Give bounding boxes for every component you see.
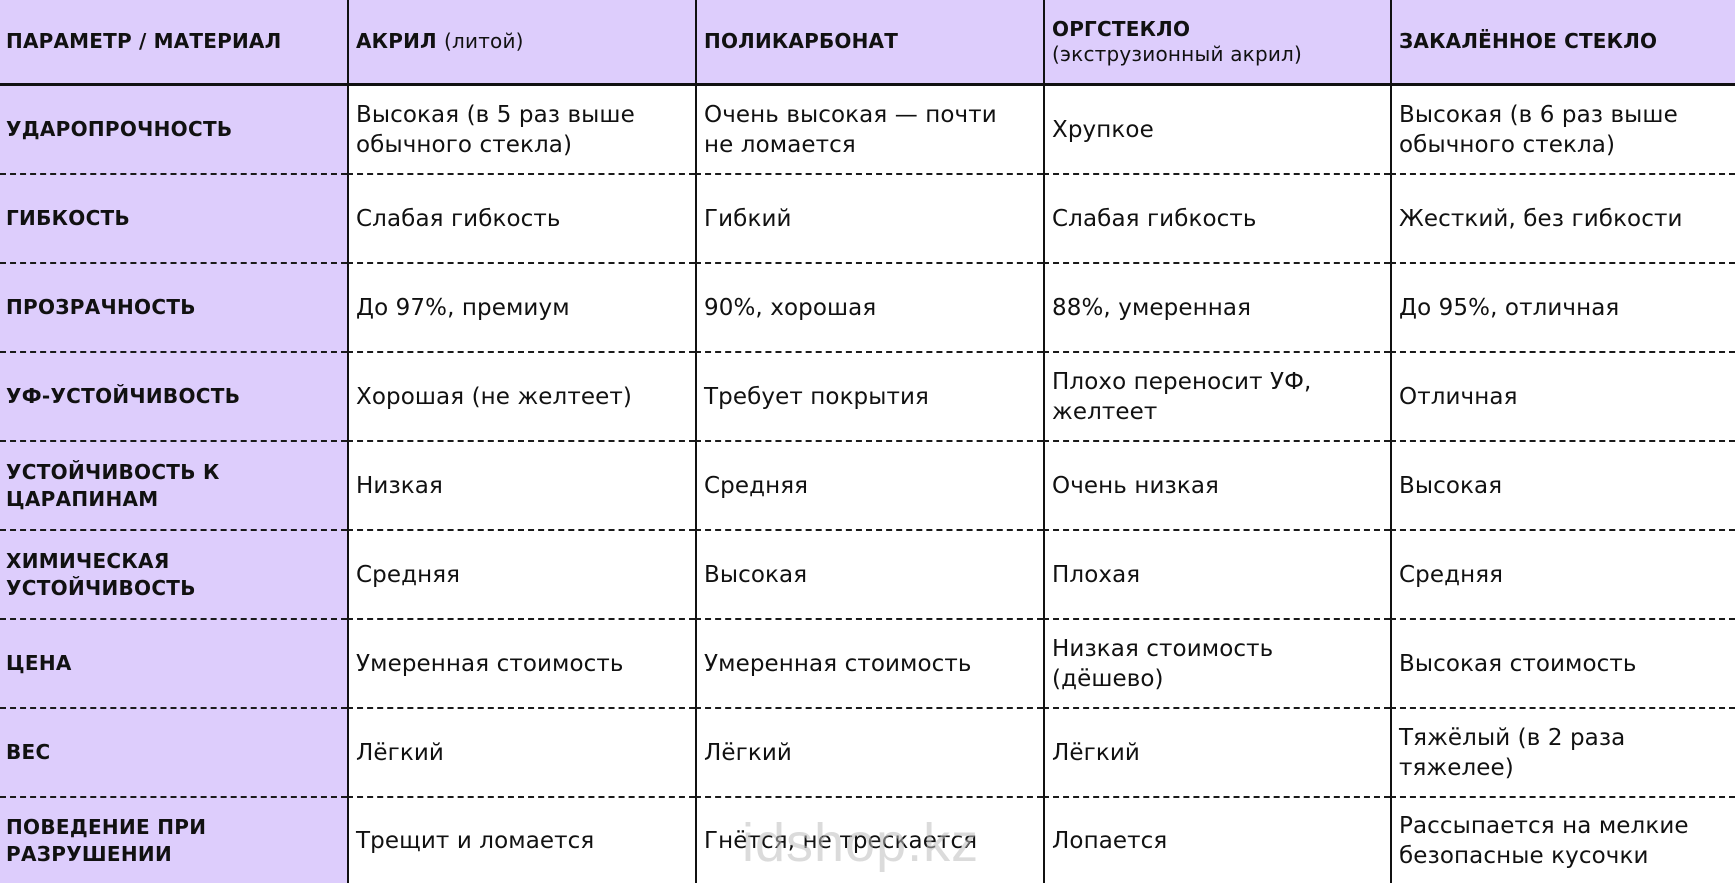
header-acrylic-text: АКРИЛ (литой) <box>356 29 685 54</box>
header-tempered-glass-title: ЗАКАЛЁННОЕ СТЕКЛО <box>1399 29 1658 53</box>
cell-plexiglass-scratch: Очень низкая <box>1043 442 1390 531</box>
cell-acrylic-flexibility: Слабая гибкость <box>347 175 695 264</box>
cell-polycarbonate-flexibility: Гибкий <box>695 175 1043 264</box>
cell-plexiglass-transparency: 88%, умеренная <box>1043 264 1390 353</box>
header-acrylic-title: АКРИЛ <box>356 29 437 53</box>
cell-polycarbonate-weight: Лёгкий <box>695 709 1043 798</box>
header-plexiglass-title: ОРГСТЕКЛО <box>1052 16 1191 41</box>
cell-glass-weight: Тяжёлый (в 2 раза тяжелее) <box>1390 709 1735 798</box>
cell-polycarbonate-scratch: Средняя <box>695 442 1043 531</box>
cell-acrylic-uv: Хорошая (не желтеет) <box>347 353 695 442</box>
row-label-impact-strength: УДАРОПРОЧНОСТЬ <box>0 86 347 175</box>
row-label-transparency: ПРОЗРАЧНОСТЬ <box>0 264 347 353</box>
cell-glass-chemical: Средняя <box>1390 531 1735 620</box>
cell-acrylic-impact: Высокая (в 5 раз выше обычного стекла) <box>347 86 695 175</box>
header-polycarbonate-title: ПОЛИКАРБОНАТ <box>704 29 899 53</box>
row-label-fracture-behavior: ПОВЕДЕНИЕ ПРИ РАЗРУШЕНИИ <box>0 798 347 883</box>
header-tempered-glass: ЗАКАЛЁННОЕ СТЕКЛО <box>1390 0 1735 86</box>
cell-glass-uv: Отличная <box>1390 353 1735 442</box>
cell-plexiglass-price: Низкая стоимость (дёшево) <box>1043 620 1390 709</box>
row-label-price: ЦЕНА <box>0 620 347 709</box>
cell-glass-fracture: Рассыпается на мелкие безопасные кусочки <box>1390 798 1735 883</box>
cell-glass-impact: Высокая (в 6 раз выше обычного стекла) <box>1390 86 1735 175</box>
row-label-uv-resistance: УФ-УСТОЙЧИВОСТЬ <box>0 353 347 442</box>
row-label-chemical-resistance: ХИМИЧЕСКАЯ УСТОЙЧИВОСТЬ <box>0 531 347 620</box>
cell-plexiglass-impact: Хрупкое <box>1043 86 1390 175</box>
cell-plexiglass-weight: Лёгкий <box>1043 709 1390 798</box>
header-polycarbonate: ПОЛИКАРБОНАТ <box>695 0 1043 86</box>
cell-acrylic-weight: Лёгкий <box>347 709 695 798</box>
cell-polycarbonate-uv: Требует покрытия <box>695 353 1043 442</box>
cell-plexiglass-chemical: Плохая <box>1043 531 1390 620</box>
cell-glass-price: Высокая стоимость <box>1390 620 1735 709</box>
header-param-label: ПАРАМЕТР / МАТЕРИАЛ <box>6 29 282 53</box>
header-acrylic-subtitle: (литой) <box>444 29 524 53</box>
cell-glass-scratch: Высокая <box>1390 442 1735 531</box>
cell-acrylic-chemical: Средняя <box>347 531 695 620</box>
header-acrylic: АКРИЛ (литой) <box>347 0 695 86</box>
cell-plexiglass-flexibility: Слабая гибкость <box>1043 175 1390 264</box>
row-label-flexibility: ГИБКОСТЬ <box>0 175 347 264</box>
cell-acrylic-transparency: До 97%, премиум <box>347 264 695 353</box>
cell-polycarbonate-transparency: 90%, хорошая <box>695 264 1043 353</box>
cell-acrylic-scratch: Низкая <box>347 442 695 531</box>
cell-polycarbonate-impact: Очень высокая — почти не ломается <box>695 86 1043 175</box>
cell-plexiglass-uv: Плохо переносит УФ, желтеет <box>1043 353 1390 442</box>
cell-glass-transparency: До 95%, отличная <box>1390 264 1735 353</box>
cell-acrylic-fracture: Трещит и ломается <box>347 798 695 883</box>
header-plexiglass: ОРГСТЕКЛО (экструзионный акрил) <box>1043 0 1390 86</box>
row-label-weight: ВЕС <box>0 709 347 798</box>
cell-polycarbonate-price: Умеренная стоимость <box>695 620 1043 709</box>
row-label-scratch-resistance: УСТОЙЧИВОСТЬ К ЦАРАПИНАМ <box>0 442 347 531</box>
header-param-material: ПАРАМЕТР / МАТЕРИАЛ <box>0 0 347 86</box>
cell-acrylic-price: Умеренная стоимость <box>347 620 695 709</box>
cell-plexiglass-fracture: Лопается <box>1043 798 1390 883</box>
header-plexiglass-subtitle: (экструзионный акрил) <box>1052 41 1303 66</box>
cell-polycarbonate-chemical: Высокая <box>695 531 1043 620</box>
cell-polycarbonate-fracture: Гнётся, не трескается <box>695 798 1043 883</box>
cell-glass-flexibility: Жесткий, без гибкости <box>1390 175 1735 264</box>
